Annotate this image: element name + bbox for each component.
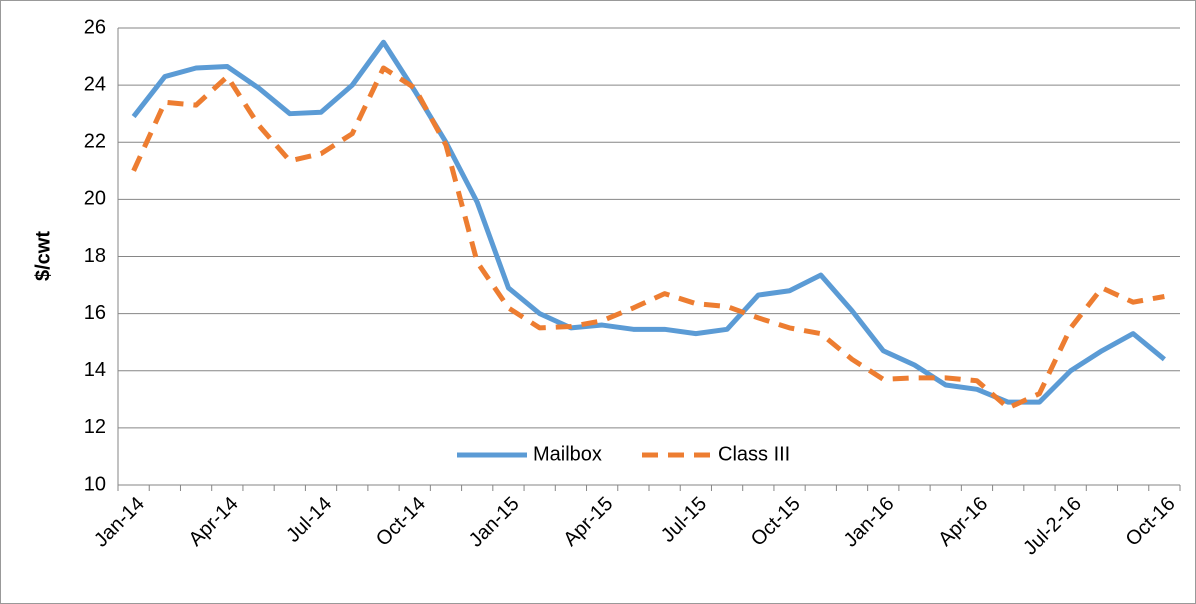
legend-label: Mailbox — [533, 443, 602, 465]
y-tick-label: 14 — [84, 359, 106, 381]
y-tick-label: 12 — [84, 416, 106, 438]
y-tick-label: 16 — [84, 302, 106, 324]
y-tick-label: 26 — [84, 16, 106, 38]
y-tick-label: 22 — [84, 131, 106, 153]
y-tick-label: 20 — [84, 188, 106, 210]
y-tick-label: 18 — [84, 245, 106, 267]
legend-label: Class III — [718, 443, 790, 465]
y-tick-label: 24 — [84, 73, 106, 95]
y-axis-label: $/cwt — [32, 231, 54, 281]
series-line — [131, 65, 1165, 411]
y-tick-label: 10 — [84, 473, 106, 495]
